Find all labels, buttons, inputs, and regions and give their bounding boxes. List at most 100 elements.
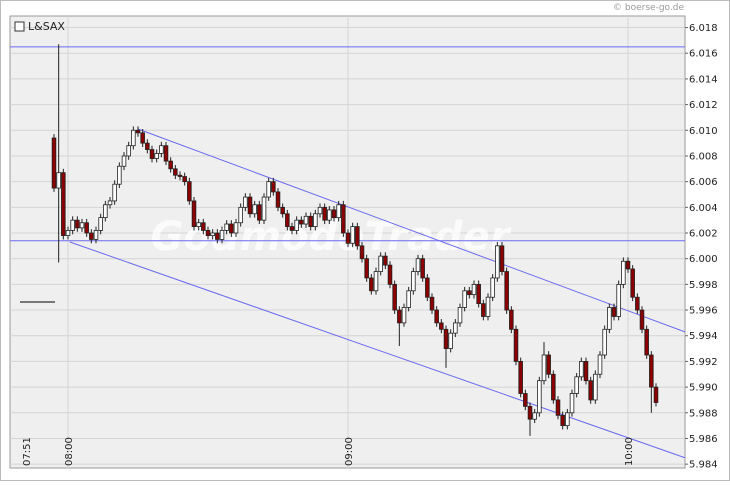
candle-body — [569, 393, 575, 414]
candle-body — [317, 206, 323, 215]
candle-body — [434, 309, 439, 324]
candle-body — [532, 412, 537, 420]
candle-body — [294, 219, 299, 231]
candle-body — [425, 277, 430, 298]
candle-body — [219, 230, 225, 240]
candle-body — [345, 232, 351, 244]
candle-body — [303, 215, 309, 225]
legend-swatch — [14, 21, 25, 32]
y-tick-label: 5.990 — [689, 383, 718, 394]
candle-body — [574, 376, 579, 394]
candle-body — [121, 155, 127, 167]
y-tick-label: 6.014 — [689, 74, 718, 85]
y-tick-label: 6.006 — [689, 177, 718, 188]
watermark: GodmodeTrader — [151, 214, 512, 260]
y-tick-label: 5.986 — [689, 434, 718, 445]
source: © boerse-go.de — [613, 3, 684, 13]
candle-body — [308, 215, 313, 227]
candle-body — [61, 172, 66, 236]
candle-body — [551, 373, 556, 401]
candle-body — [145, 142, 150, 150]
candle-body — [131, 129, 136, 147]
candle-body — [84, 222, 89, 234]
candle-body — [98, 217, 103, 231]
y-tick-label: 6.008 — [689, 151, 718, 162]
y-tick-label: 5.992 — [689, 357, 718, 368]
candle-body — [224, 223, 229, 231]
candle-body — [625, 260, 631, 270]
candle-body — [322, 206, 327, 221]
candle-body — [579, 361, 584, 378]
candle-body — [597, 354, 603, 375]
candle-body — [331, 209, 337, 219]
candle-body — [163, 145, 169, 162]
candle-body — [257, 204, 262, 221]
candle-body — [261, 196, 267, 221]
candle-body — [462, 290, 467, 308]
candle-body — [350, 226, 355, 244]
candle-body — [504, 271, 509, 311]
y-tick-label: 6.012 — [689, 100, 718, 111]
candle-body — [299, 219, 304, 225]
x-tick-label: 09:00 — [344, 437, 355, 466]
candle-body — [364, 258, 369, 279]
candle-body — [182, 176, 187, 183]
x-tick-label: 08:00 — [64, 437, 75, 466]
candle-body — [481, 303, 486, 317]
candle-body — [247, 196, 253, 215]
trend-line — [137, 128, 686, 333]
candle-body — [490, 277, 495, 298]
candle-body — [387, 264, 393, 285]
candle-body — [187, 181, 192, 202]
candle-body — [135, 129, 141, 134]
candle-body — [196, 222, 201, 227]
candle-body — [70, 219, 75, 231]
candle-body — [65, 230, 71, 236]
candle-body — [630, 268, 635, 298]
candle-body — [565, 412, 570, 427]
candle-body — [495, 245, 500, 279]
candle-body — [653, 386, 659, 403]
candle-body — [509, 309, 514, 330]
candle-body — [546, 354, 551, 375]
candle-body — [378, 255, 383, 272]
y-tick-label: 5.984 — [689, 460, 718, 471]
candle-body — [177, 174, 183, 177]
x-tick-label: 07:51 — [22, 437, 33, 466]
candle-body — [154, 152, 159, 159]
candle-body — [649, 354, 654, 388]
candle-body — [201, 222, 206, 231]
y-tick-label: 6.018 — [689, 23, 718, 34]
y-tick-label: 6.000 — [689, 254, 718, 265]
x-tick-label: 10:00 — [624, 437, 635, 466]
candle-body — [369, 277, 374, 292]
candle-body — [341, 204, 346, 234]
candle-body — [243, 196, 248, 208]
candle-body — [168, 160, 173, 170]
candle-body — [313, 213, 318, 227]
y-tick-label: 6.016 — [689, 49, 718, 60]
candle-body — [485, 296, 491, 317]
candle-body — [523, 393, 528, 407]
candle-body — [602, 328, 607, 356]
candle-body — [159, 145, 164, 154]
candle-body — [560, 414, 565, 427]
candle-body — [467, 290, 472, 296]
candle-body — [457, 307, 463, 324]
candle-body — [285, 213, 290, 227]
candle-body — [621, 260, 626, 285]
candle-body — [392, 283, 397, 311]
candle-body — [252, 204, 257, 215]
y-tick-label: 5.996 — [689, 306, 718, 317]
y-tick-label: 5.994 — [689, 331, 718, 342]
y-tick-label: 5.988 — [689, 408, 718, 419]
y-tick-label: 6.010 — [689, 126, 718, 137]
candle-body — [583, 361, 589, 382]
candle-body — [140, 132, 145, 144]
candle-body — [611, 307, 617, 317]
candle-body — [205, 230, 211, 236]
candle-body — [513, 328, 519, 362]
candle-body — [411, 271, 416, 292]
candle-body — [429, 296, 435, 311]
